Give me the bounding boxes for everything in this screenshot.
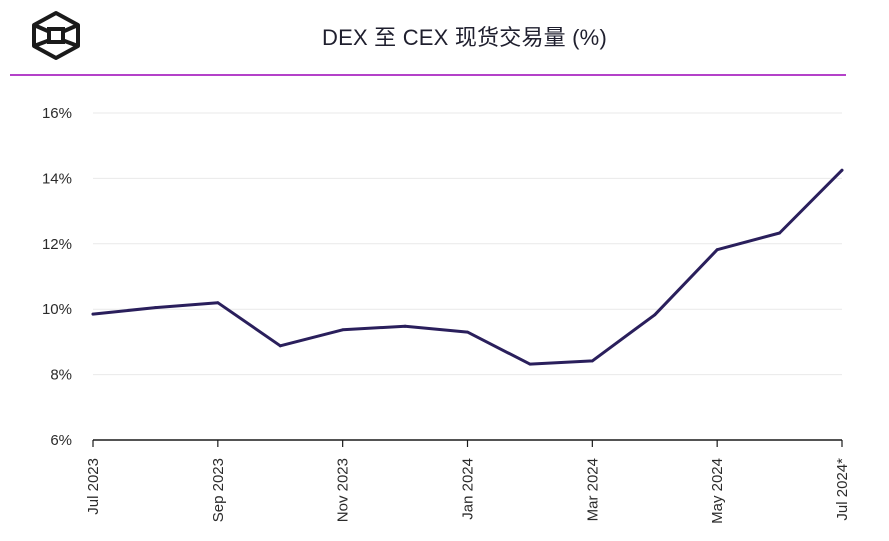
y-tick-label: 8%	[50, 367, 72, 384]
cube-logo-icon	[32, 11, 80, 60]
y-tick-label: 10%	[42, 301, 72, 318]
data-point	[91, 312, 95, 316]
y-axis-ticks: 6% 8% 10% 12% 14% 16%	[42, 105, 72, 449]
data-point	[216, 301, 220, 305]
data-point	[154, 306, 157, 309]
data-point	[590, 359, 594, 363]
data-point	[528, 362, 532, 366]
title-divider	[10, 74, 846, 76]
y-tick-label: 14%	[42, 170, 72, 187]
data-point	[840, 168, 844, 172]
chart-title: DEX 至 CEX 现货交易量 (%)	[322, 25, 607, 50]
data-point	[715, 248, 719, 252]
x-tick-label: Mar 2024	[584, 458, 601, 521]
gridlines	[93, 112, 842, 376]
data-point	[403, 324, 407, 328]
data-point	[278, 344, 282, 348]
x-tick-label: Jul 2024*	[834, 458, 851, 521]
x-tick-label: Nov 2023	[335, 458, 352, 522]
x-tick-label: Jan 2024	[460, 458, 477, 520]
x-axis-ticks: Jul 2023 Sep 2023 Nov 2023 Jan 2024 Mar 2024…	[85, 440, 851, 524]
series-layer	[91, 168, 844, 366]
data-point	[778, 231, 781, 235]
x-tick-label: Jul 2023	[85, 458, 102, 515]
series-line	[91, 168, 844, 366]
x-tick-label: May 2024	[709, 458, 726, 524]
y-tick-label: 6%	[50, 432, 72, 449]
data-point	[341, 328, 345, 332]
y-tick-label: 16%	[42, 105, 72, 122]
data-point	[653, 313, 657, 317]
data-point	[466, 330, 469, 334]
y-tick-label: 12%	[42, 236, 72, 253]
x-tick-label: Sep 2023	[210, 458, 227, 522]
